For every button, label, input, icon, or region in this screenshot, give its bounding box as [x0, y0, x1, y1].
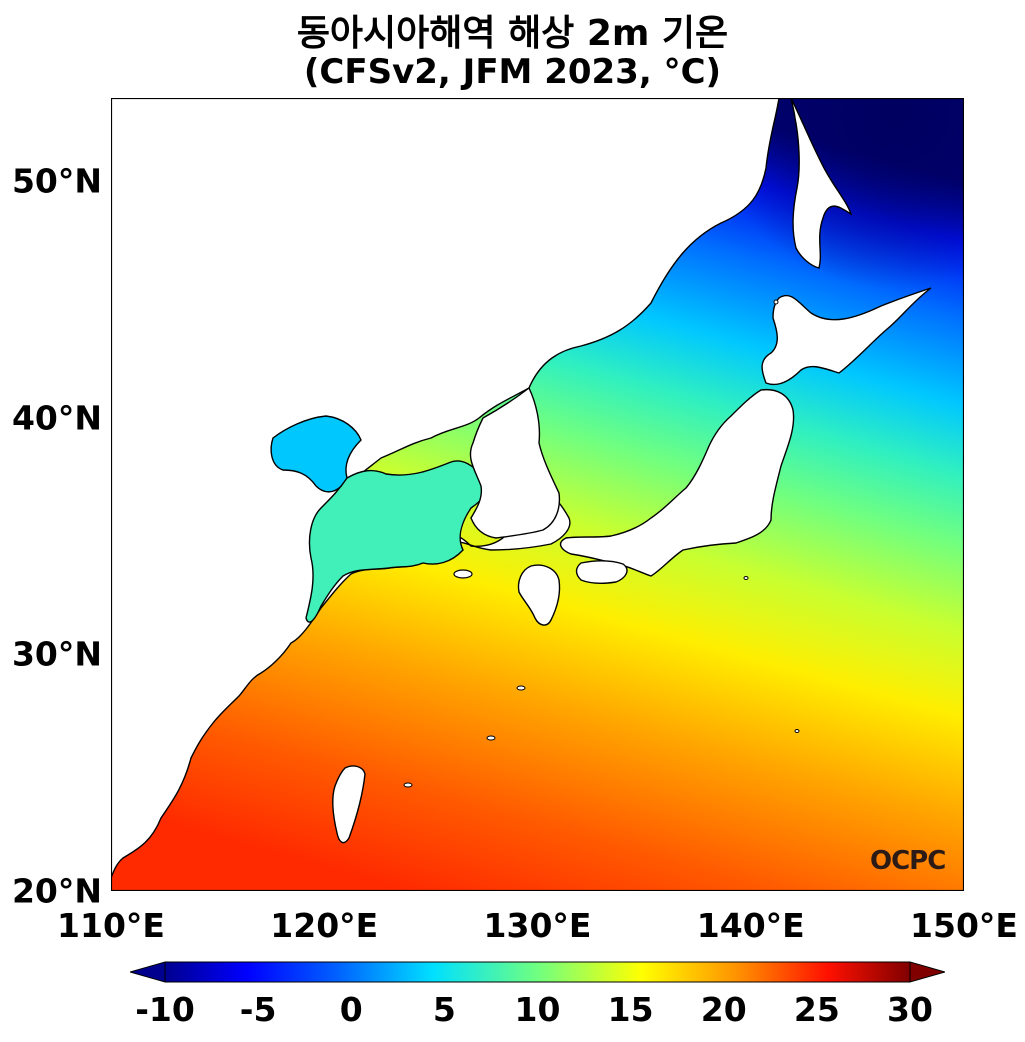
lat-tick-label: 30°N: [11, 634, 102, 674]
map-subtitle: (CFSv2, JFM 2023, °C): [303, 52, 722, 92]
colorbar-min-extend: [130, 961, 166, 983]
small-island: [743, 576, 749, 580]
map-border: [111, 98, 964, 891]
colorbar: [130, 961, 945, 983]
colorbar-tick-label: 30: [887, 990, 933, 1029]
sakhalin-island: [790, 98, 853, 269]
small-island: [773, 299, 779, 305]
colorbar-body: [164, 961, 911, 983]
shikoku-island: [575, 560, 628, 585]
lat-tick-label: 20°N: [11, 871, 102, 911]
lon-tick-label: 150°E: [910, 906, 1018, 945]
small-island: [403, 782, 413, 788]
lon-tick-label: 120°E: [270, 906, 379, 945]
colorbar-tick-label: 5: [432, 990, 456, 1029]
colorbar-tick-label: 0: [339, 990, 363, 1029]
colorbar-tick-label: 25: [793, 990, 840, 1029]
small-island: [794, 729, 800, 733]
jeju-island: [453, 569, 473, 579]
hokkaido-island: [761, 287, 932, 386]
colorbar-tick-label: -10: [135, 990, 195, 1029]
taiwan-island: [332, 765, 366, 844]
colorbar-max-extend: [909, 961, 945, 983]
small-island: [486, 735, 496, 741]
lon-tick-label: 110°E: [57, 906, 165, 945]
lat-tick-label: 40°N: [11, 398, 102, 438]
korean-peninsula: [469, 386, 561, 539]
lon-tick-label: 130°E: [483, 906, 592, 945]
colorbar-tick-label: -5: [239, 990, 277, 1029]
lat-tick-label: 50°N: [11, 161, 102, 201]
yellow-sea: [305, 460, 487, 623]
honshu-island: [559, 388, 795, 577]
colorbar-tick-label: 15: [607, 990, 654, 1029]
map-title: 동아시아해역 해상 2m 기온: [296, 13, 729, 54]
temperature-map: [111, 98, 964, 891]
ocpc-logo: OCPC: [870, 846, 946, 876]
lon-tick-label: 140°E: [696, 906, 805, 945]
colorbar-tick-label: 10: [514, 990, 561, 1029]
colorbar-tick-label: 20: [700, 990, 747, 1029]
kyushu-island: [517, 564, 561, 626]
small-island: [516, 685, 526, 691]
